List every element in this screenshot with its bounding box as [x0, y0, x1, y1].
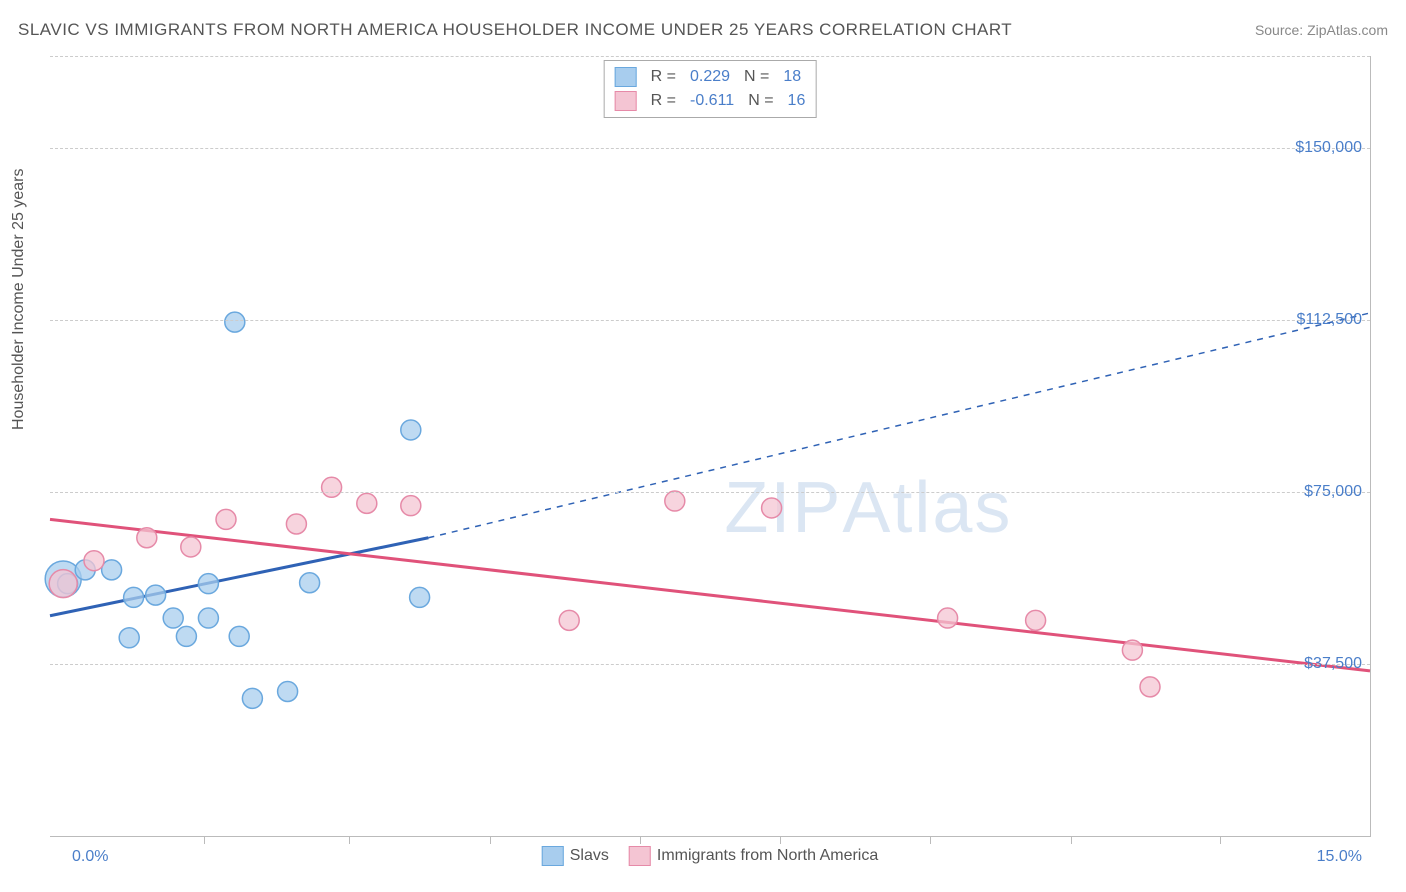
legend-row-slavs: R = 0.229 N = 18	[615, 65, 806, 89]
series-legend: Slavs Immigrants from North America	[542, 846, 879, 866]
y-tick-label: $150,000	[1295, 139, 1362, 157]
chart-area: ZIPAtlas R = 0.229 N = 18 R = -0.611 N =…	[50, 56, 1371, 837]
chart-title: SLAVIC VS IMMIGRANTS FROM NORTH AMERICA …	[18, 20, 1012, 40]
y-tick-label: $37,500	[1304, 655, 1362, 673]
legend-item-slavs: Slavs	[542, 846, 609, 866]
swatch-icon	[615, 91, 637, 111]
swatch-icon	[615, 67, 637, 87]
y-tick-label: $112,500	[1296, 311, 1362, 329]
x-max-label: 15.0%	[1317, 848, 1362, 866]
source-label: Source: ZipAtlas.com	[1255, 22, 1388, 38]
swatch-icon	[542, 846, 564, 866]
correlation-legend: R = 0.229 N = 18 R = -0.611 N = 16	[604, 60, 817, 118]
scatter-plot	[50, 56, 1370, 836]
legend-item-immigrants: Immigrants from North America	[629, 846, 878, 866]
x-min-label: 0.0%	[72, 848, 108, 866]
swatch-icon	[629, 846, 651, 866]
y-tick-label: $75,000	[1304, 483, 1362, 501]
legend-row-immigrants: R = -0.611 N = 16	[615, 89, 806, 113]
y-axis-label: Householder Income Under 25 years	[10, 169, 28, 430]
